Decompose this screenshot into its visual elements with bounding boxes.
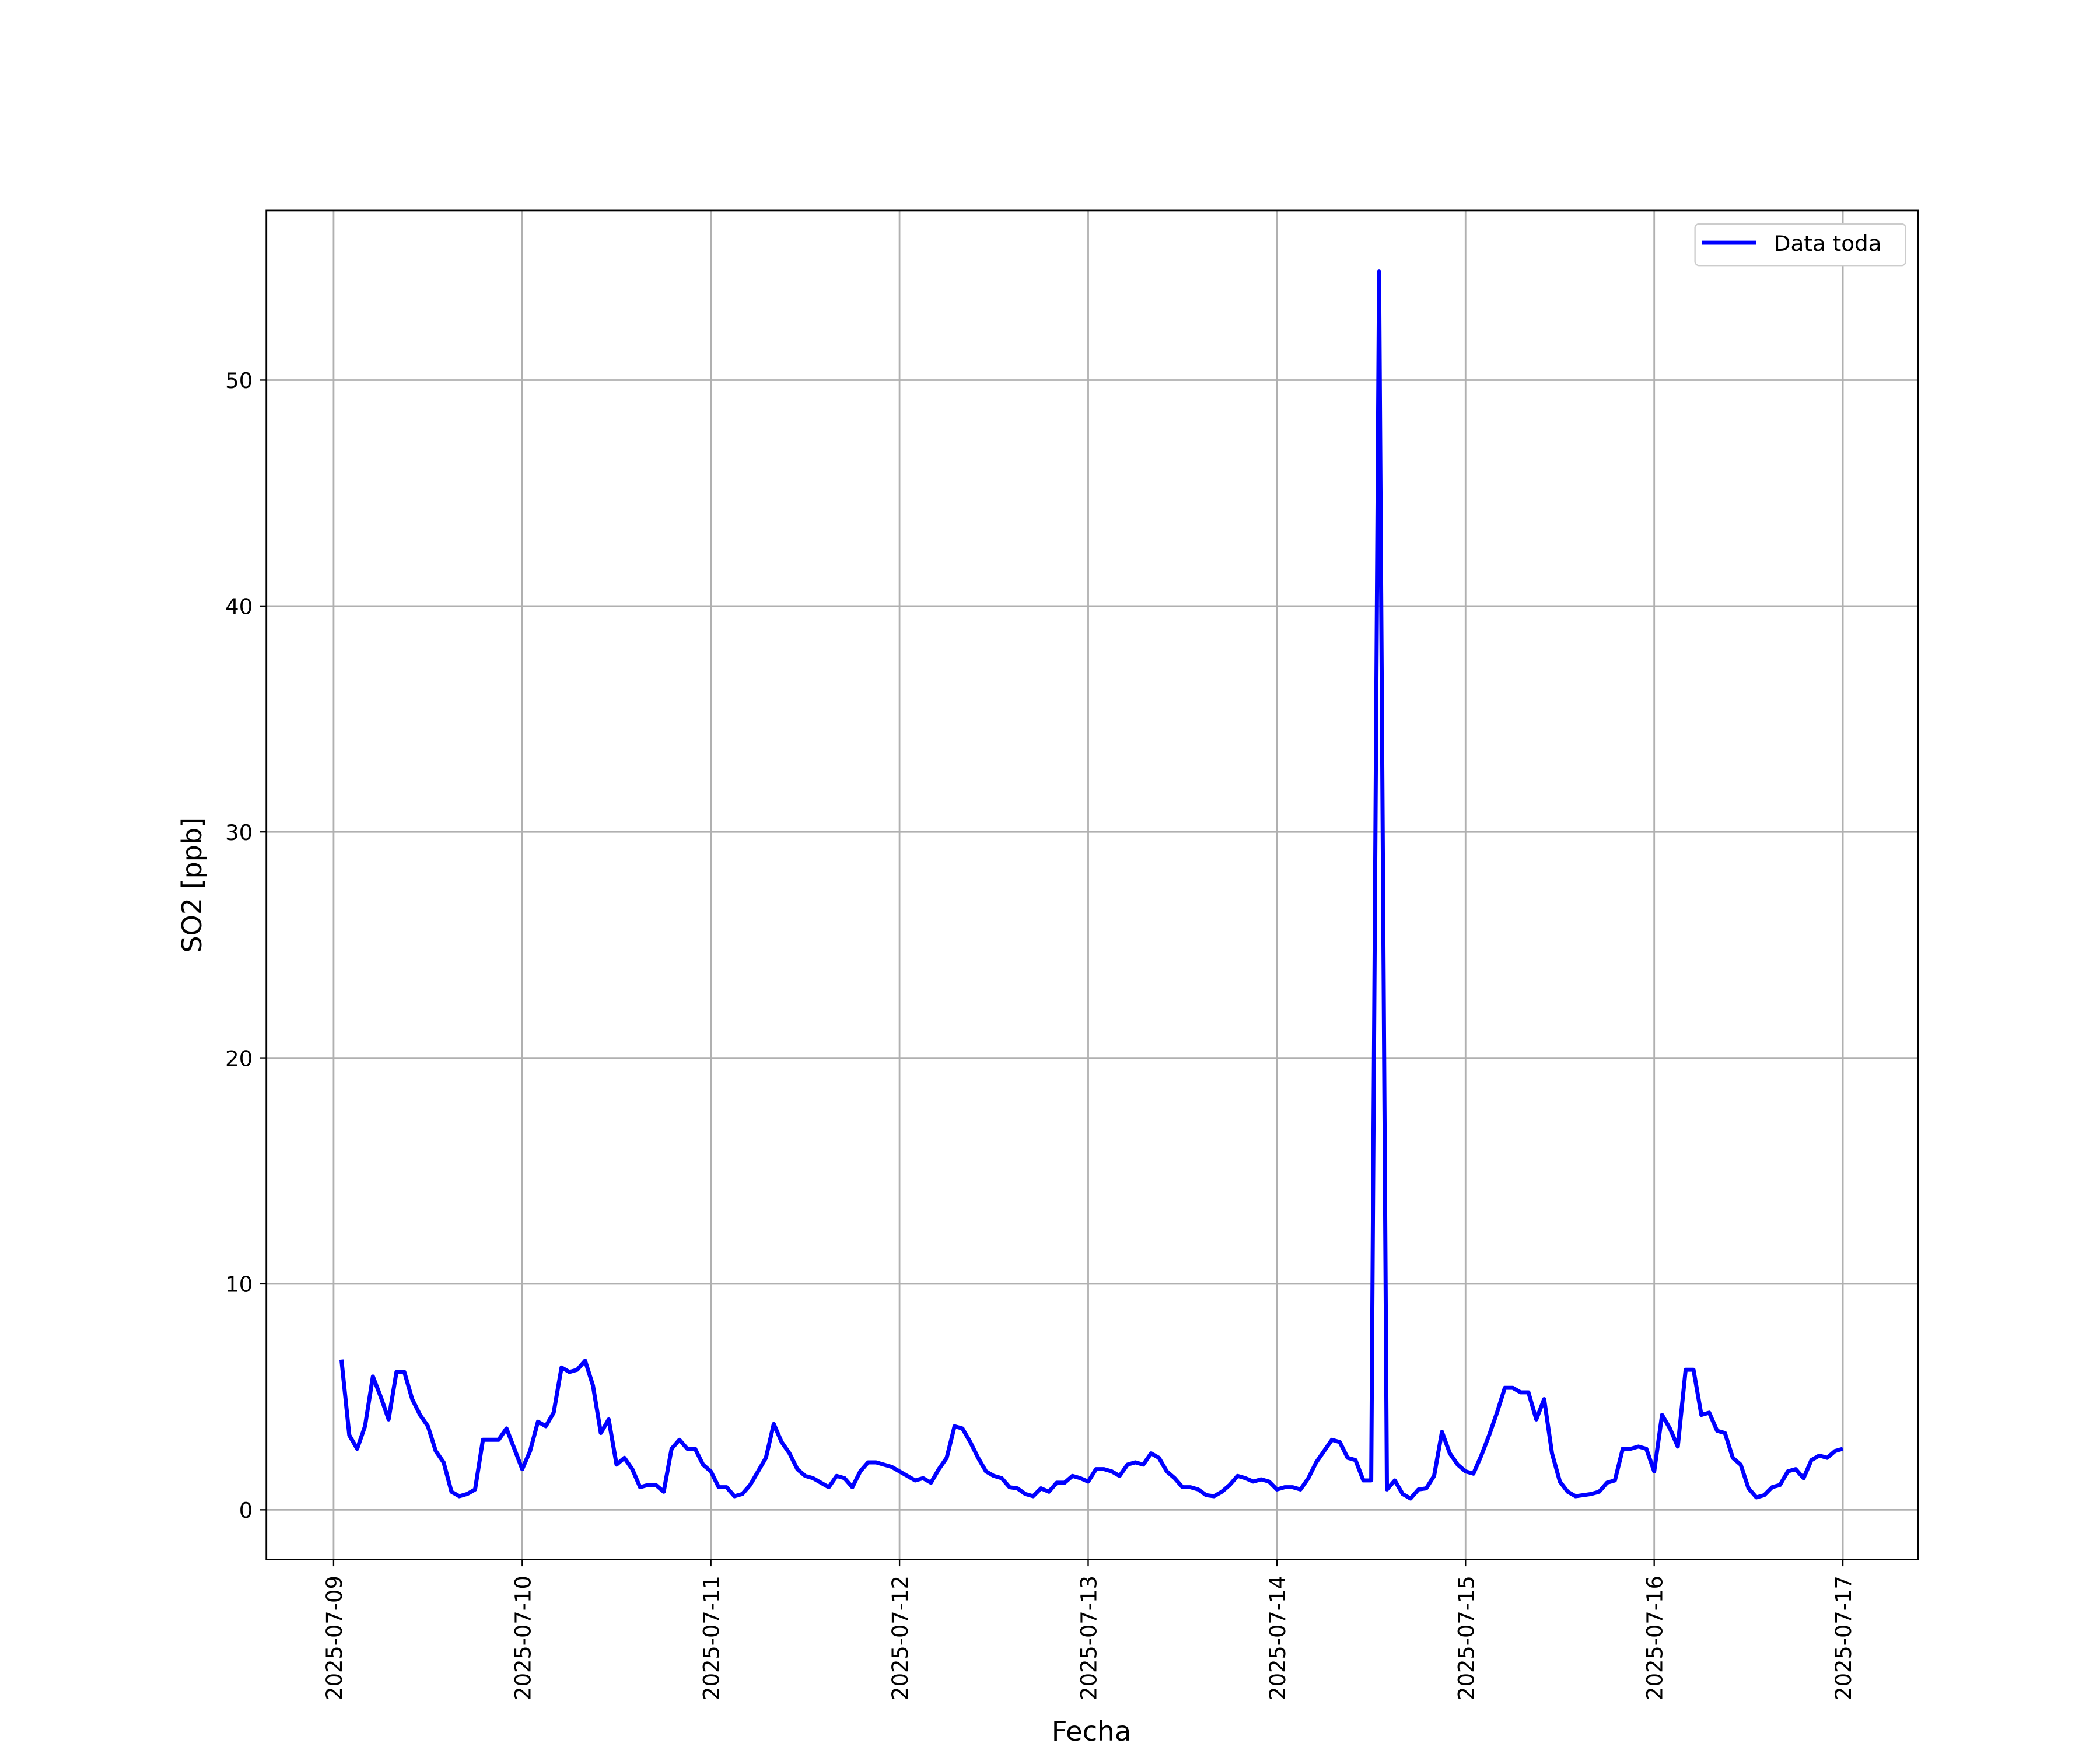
y-tick-label: 10 <box>225 1272 253 1297</box>
x-tick-label: 2025-07-09 <box>322 1576 347 1700</box>
x-axis-label: Fecha <box>1052 1716 1132 1747</box>
x-tick-label: 2025-07-13 <box>1076 1576 1101 1700</box>
x-tick-label: 2025-07-11 <box>699 1576 724 1700</box>
y-tick-label: 40 <box>225 594 253 620</box>
legend-label: Data toda <box>1774 231 1882 256</box>
legend-box <box>1694 223 1906 267</box>
y-tick-label: 20 <box>225 1046 253 1072</box>
x-tick-label: 2025-07-12 <box>888 1576 913 1700</box>
data-line <box>339 270 1844 1501</box>
x-tick-label: 2025-07-14 <box>1265 1576 1290 1700</box>
x-tick-label: 2025-07-17 <box>1831 1576 1856 1700</box>
y-axis-label: SO2 [ppb] <box>176 817 208 953</box>
plot-frame <box>265 209 1919 1560</box>
y-tick-label: 30 <box>225 820 253 845</box>
y-tick-label: 50 <box>225 368 253 393</box>
x-tick-label: 2025-07-15 <box>1454 1576 1479 1700</box>
y-tick-label: 0 <box>239 1498 253 1523</box>
x-tick-label: 2025-07-10 <box>510 1576 536 1700</box>
x-tick-label: 2025-07-16 <box>1642 1576 1667 1700</box>
